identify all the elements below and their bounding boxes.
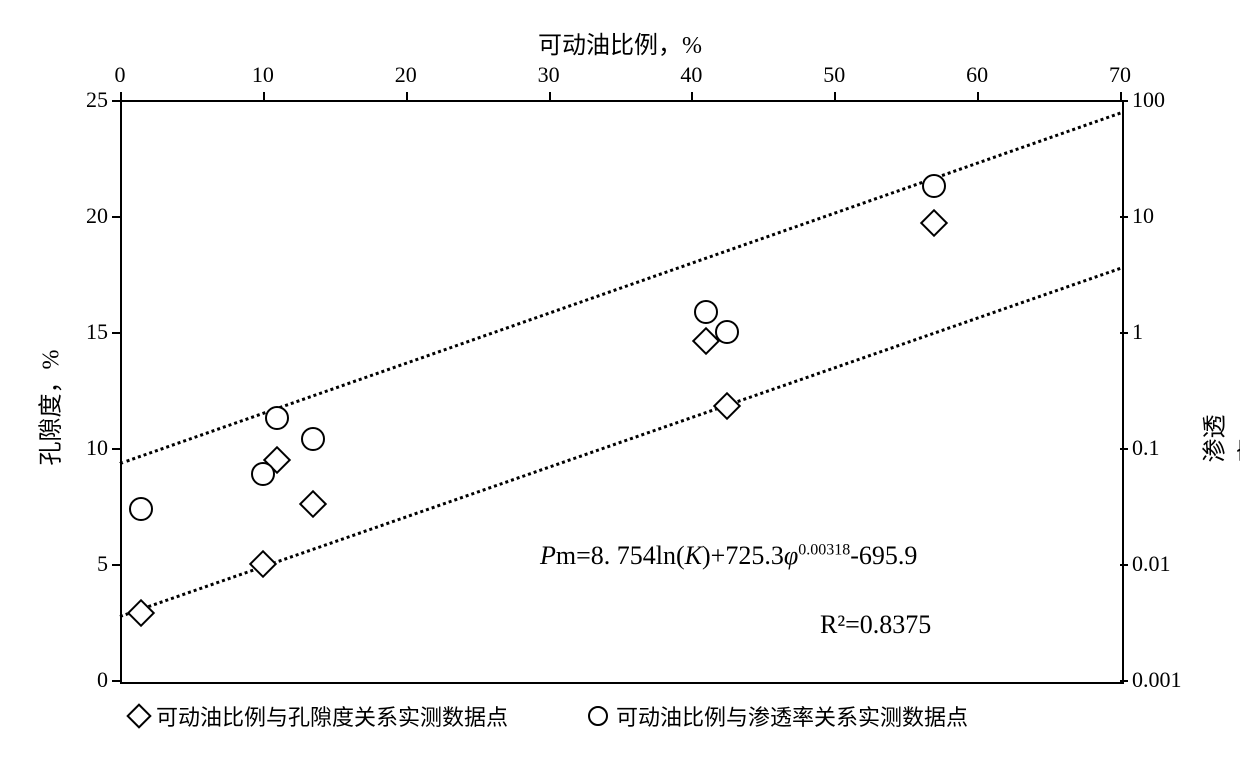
y-right-tick	[1120, 448, 1128, 450]
circle-marker	[694, 300, 718, 324]
y-left-tick	[112, 448, 120, 450]
x-tick	[549, 92, 551, 100]
x-tick-label: 60	[966, 62, 988, 88]
y-right-tick-label: 0.001	[1132, 667, 1182, 693]
y-right-tick	[1120, 332, 1128, 334]
y-left-tick-label: 10	[78, 435, 108, 461]
legend: 可动油比例与孔隙度关系实测数据点 可动油比例与渗透率关系实测数据点	[130, 700, 968, 732]
x-axis-label: 可动油比例，%	[538, 25, 702, 60]
y-left-tick	[112, 100, 120, 102]
x-tick	[263, 92, 265, 100]
diamond-icon	[126, 703, 151, 728]
r-squared-text: R²=0.8375	[820, 610, 931, 640]
x-tick	[834, 92, 836, 100]
circle-marker	[301, 427, 325, 451]
y-right-tick-label: 100	[1132, 87, 1165, 113]
circle-icon	[588, 706, 608, 726]
y-left-tick	[112, 216, 120, 218]
y-left-tick	[112, 680, 120, 682]
x-tick	[691, 92, 693, 100]
x-tick-label: 10	[252, 62, 274, 88]
equation-text: Pm=8. 754ln(K)+725.3φ0.00318-695.9	[540, 541, 917, 571]
x-tick-label: 70	[1109, 62, 1131, 88]
y-axis-right-label: 渗透率，mD	[1195, 415, 1240, 463]
y-right-tick-label: 0.1	[1132, 435, 1160, 461]
legend-item: 可动油比例与渗透率关系实测数据点	[588, 700, 968, 732]
plot-area	[120, 100, 1124, 684]
y-right-tick-label: 0.01	[1132, 551, 1171, 577]
x-tick	[120, 92, 122, 100]
y-right-tick	[1120, 564, 1128, 566]
y-left-tick-label: 5	[78, 551, 108, 577]
x-tick	[977, 92, 979, 100]
y-left-tick	[112, 332, 120, 334]
circle-marker	[715, 320, 739, 344]
circle-marker	[922, 174, 946, 198]
x-tick	[1120, 92, 1122, 100]
x-tick-label: 50	[823, 62, 845, 88]
x-tick-label: 30	[538, 62, 560, 88]
legend-label: 可动油比例与渗透率关系实测数据点	[616, 700, 968, 732]
y-left-tick-label: 25	[78, 87, 108, 113]
y-left-tick-label: 20	[78, 203, 108, 229]
legend-item: 可动油比例与孔隙度关系实测数据点	[130, 700, 508, 732]
y-right-tick-label: 10	[1132, 203, 1154, 229]
y-right-tick	[1120, 680, 1128, 682]
scatter-chart: 可动油比例，%孔隙度，%渗透率，mD0102030405060700510152…	[20, 20, 1220, 746]
x-tick-label: 40	[680, 62, 702, 88]
x-tick-label: 20	[395, 62, 417, 88]
x-tick	[406, 92, 408, 100]
circle-marker	[129, 497, 153, 521]
y-left-tick-label: 0	[78, 667, 108, 693]
circle-marker	[265, 406, 289, 430]
y-right-tick-label: 1	[1132, 319, 1143, 345]
circle-marker	[251, 462, 275, 486]
x-tick-label: 0	[115, 62, 126, 88]
y-right-tick	[1120, 100, 1128, 102]
y-right-tick	[1120, 216, 1128, 218]
y-left-tick-label: 15	[78, 319, 108, 345]
y-left-tick	[112, 564, 120, 566]
y-axis-left-label: 孔隙度，%	[31, 350, 66, 466]
legend-label: 可动油比例与孔隙度关系实测数据点	[156, 700, 508, 732]
